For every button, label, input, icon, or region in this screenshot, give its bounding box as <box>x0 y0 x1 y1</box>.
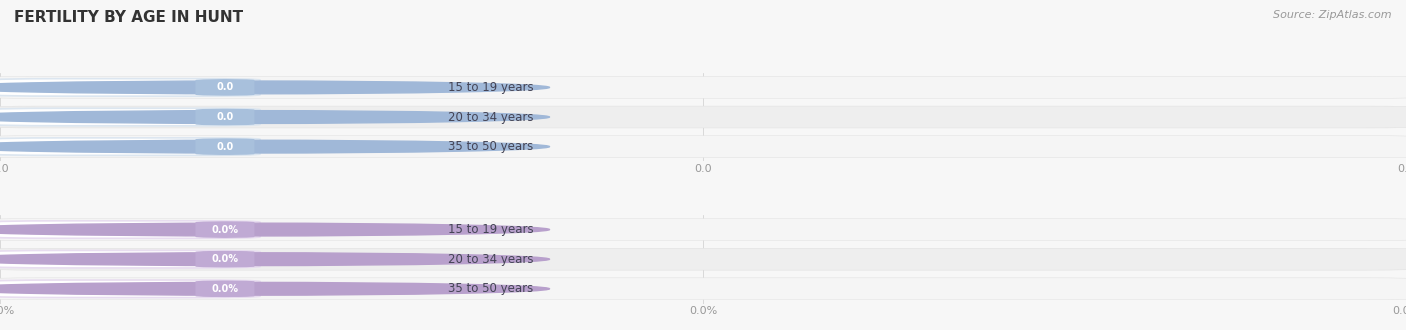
FancyBboxPatch shape <box>0 250 260 268</box>
Circle shape <box>0 140 550 153</box>
FancyBboxPatch shape <box>195 280 254 297</box>
Text: 0.0: 0.0 <box>217 142 233 152</box>
FancyBboxPatch shape <box>0 278 1406 300</box>
FancyBboxPatch shape <box>0 136 1406 158</box>
FancyBboxPatch shape <box>195 138 254 155</box>
Circle shape <box>0 111 550 123</box>
Text: 35 to 50 years: 35 to 50 years <box>449 282 533 295</box>
Text: 0.0: 0.0 <box>217 112 233 122</box>
FancyBboxPatch shape <box>195 109 254 125</box>
Circle shape <box>0 81 550 94</box>
Text: Source: ZipAtlas.com: Source: ZipAtlas.com <box>1274 10 1392 20</box>
FancyBboxPatch shape <box>195 251 254 268</box>
Text: 20 to 34 years: 20 to 34 years <box>449 111 534 123</box>
Text: 0.0%: 0.0% <box>211 284 239 294</box>
FancyBboxPatch shape <box>0 221 260 238</box>
FancyBboxPatch shape <box>0 106 1406 128</box>
Circle shape <box>0 253 550 266</box>
FancyBboxPatch shape <box>0 79 260 96</box>
FancyBboxPatch shape <box>0 248 1406 270</box>
Text: 0.0: 0.0 <box>217 82 233 92</box>
Circle shape <box>0 223 550 236</box>
FancyBboxPatch shape <box>0 138 260 155</box>
Text: 0.0%: 0.0% <box>211 254 239 264</box>
FancyBboxPatch shape <box>0 280 260 298</box>
Text: 20 to 34 years: 20 to 34 years <box>449 253 534 266</box>
FancyBboxPatch shape <box>195 79 254 96</box>
Text: 15 to 19 years: 15 to 19 years <box>449 81 534 94</box>
Text: 35 to 50 years: 35 to 50 years <box>449 140 533 153</box>
Text: 0.0%: 0.0% <box>211 224 239 235</box>
FancyBboxPatch shape <box>0 108 260 126</box>
Text: 15 to 19 years: 15 to 19 years <box>449 223 534 236</box>
FancyBboxPatch shape <box>195 221 254 238</box>
FancyBboxPatch shape <box>0 218 1406 241</box>
Circle shape <box>0 282 550 295</box>
FancyBboxPatch shape <box>0 77 1406 98</box>
Text: FERTILITY BY AGE IN HUNT: FERTILITY BY AGE IN HUNT <box>14 10 243 25</box>
